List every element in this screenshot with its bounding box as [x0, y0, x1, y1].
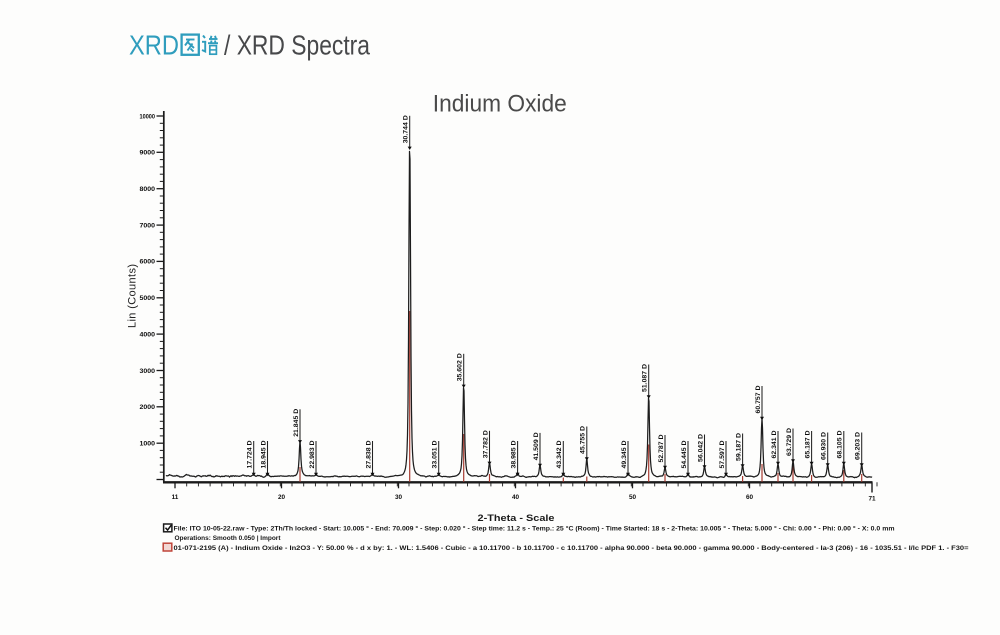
- svg-text:6000: 6000: [140, 259, 156, 266]
- svg-text:8000: 8000: [140, 186, 156, 193]
- svg-text:54.445 D: 54.445 D: [681, 440, 688, 469]
- svg-text:10000: 10000: [140, 113, 156, 120]
- svg-text:66.930 D: 66.930 D: [821, 431, 828, 460]
- svg-text:50: 50: [629, 494, 637, 501]
- svg-text:1000: 1000: [140, 441, 156, 448]
- svg-text:4000: 4000: [140, 331, 156, 338]
- svg-text:41.509 D: 41.509 D: [533, 432, 540, 461]
- svg-text:5000: 5000: [140, 295, 156, 302]
- svg-text:40: 40: [512, 494, 520, 501]
- svg-text:File: ITO 10-05-22.raw - Type:: File: ITO 10-05-22.raw - Type: 2Th/Th lo…: [174, 524, 895, 532]
- svg-text:43.342 D: 43.342 D: [556, 440, 563, 469]
- svg-text:2-Theta - Scale: 2-Theta - Scale: [478, 513, 555, 524]
- svg-text:Lin (Counts): Lin (Counts): [127, 264, 139, 328]
- svg-text:01-071-2195 (A) - Indium Oxide: 01-071-2195 (A) - Indium Oxide - In2O3 -…: [174, 545, 969, 552]
- svg-text:18.945 D: 18.945 D: [260, 440, 267, 469]
- svg-text:49.345 D: 49.345 D: [621, 440, 628, 469]
- svg-text:33.051 D: 33.051 D: [432, 440, 439, 469]
- svg-text:22.983 D: 22.983 D: [309, 440, 316, 469]
- svg-text:17.724 D: 17.724 D: [247, 440, 254, 469]
- svg-text:30: 30: [395, 494, 403, 501]
- svg-text:38.985 D: 38.985 D: [510, 440, 517, 469]
- svg-text:69.203 D: 69.203 D: [855, 431, 862, 460]
- svg-text:60: 60: [746, 494, 754, 501]
- svg-text:Indium Oxide: Indium Oxide: [433, 90, 567, 117]
- svg-text:35.602 D: 35.602 D: [457, 353, 464, 382]
- svg-text:XRD: XRD: [129, 30, 179, 61]
- svg-text:9000: 9000: [140, 150, 156, 157]
- svg-text:20: 20: [278, 494, 286, 501]
- svg-text:63.729 D: 63.729 D: [786, 427, 793, 456]
- svg-text:21.845 D: 21.845 D: [293, 408, 300, 437]
- svg-text:7000: 7000: [140, 222, 156, 229]
- svg-text:30.744 D: 30.744 D: [403, 115, 410, 144]
- svg-text:62.341 D: 62.341 D: [771, 430, 778, 459]
- svg-text:37.782 D: 37.782 D: [482, 430, 489, 459]
- svg-text:/ XRD Spectra: / XRD Spectra: [224, 30, 370, 61]
- svg-text:60.757 D: 60.757 D: [755, 385, 762, 414]
- svg-text:51.087 D: 51.087 D: [642, 363, 649, 392]
- svg-text:56.042 D: 56.042 D: [697, 433, 704, 462]
- svg-text:45.755 D: 45.755 D: [580, 425, 587, 454]
- svg-text:27.838 D: 27.838 D: [365, 440, 372, 469]
- svg-text:52.787 D: 52.787 D: [658, 434, 665, 463]
- svg-text:68.105 D: 68.105 D: [837, 430, 844, 459]
- svg-text:2000: 2000: [140, 404, 156, 411]
- svg-text:Operations: Smooth 0.050 | Imp: Operations: Smooth 0.050 | Import: [175, 535, 282, 542]
- svg-text:57.597 D: 57.597 D: [719, 440, 726, 469]
- svg-text:59.187 D: 59.187 D: [735, 432, 742, 461]
- svg-text:3000: 3000: [140, 368, 156, 375]
- svg-text:65.187 D: 65.187 D: [804, 430, 811, 459]
- svg-text:11: 11: [172, 494, 179, 501]
- svg-text:71: 71: [868, 496, 876, 503]
